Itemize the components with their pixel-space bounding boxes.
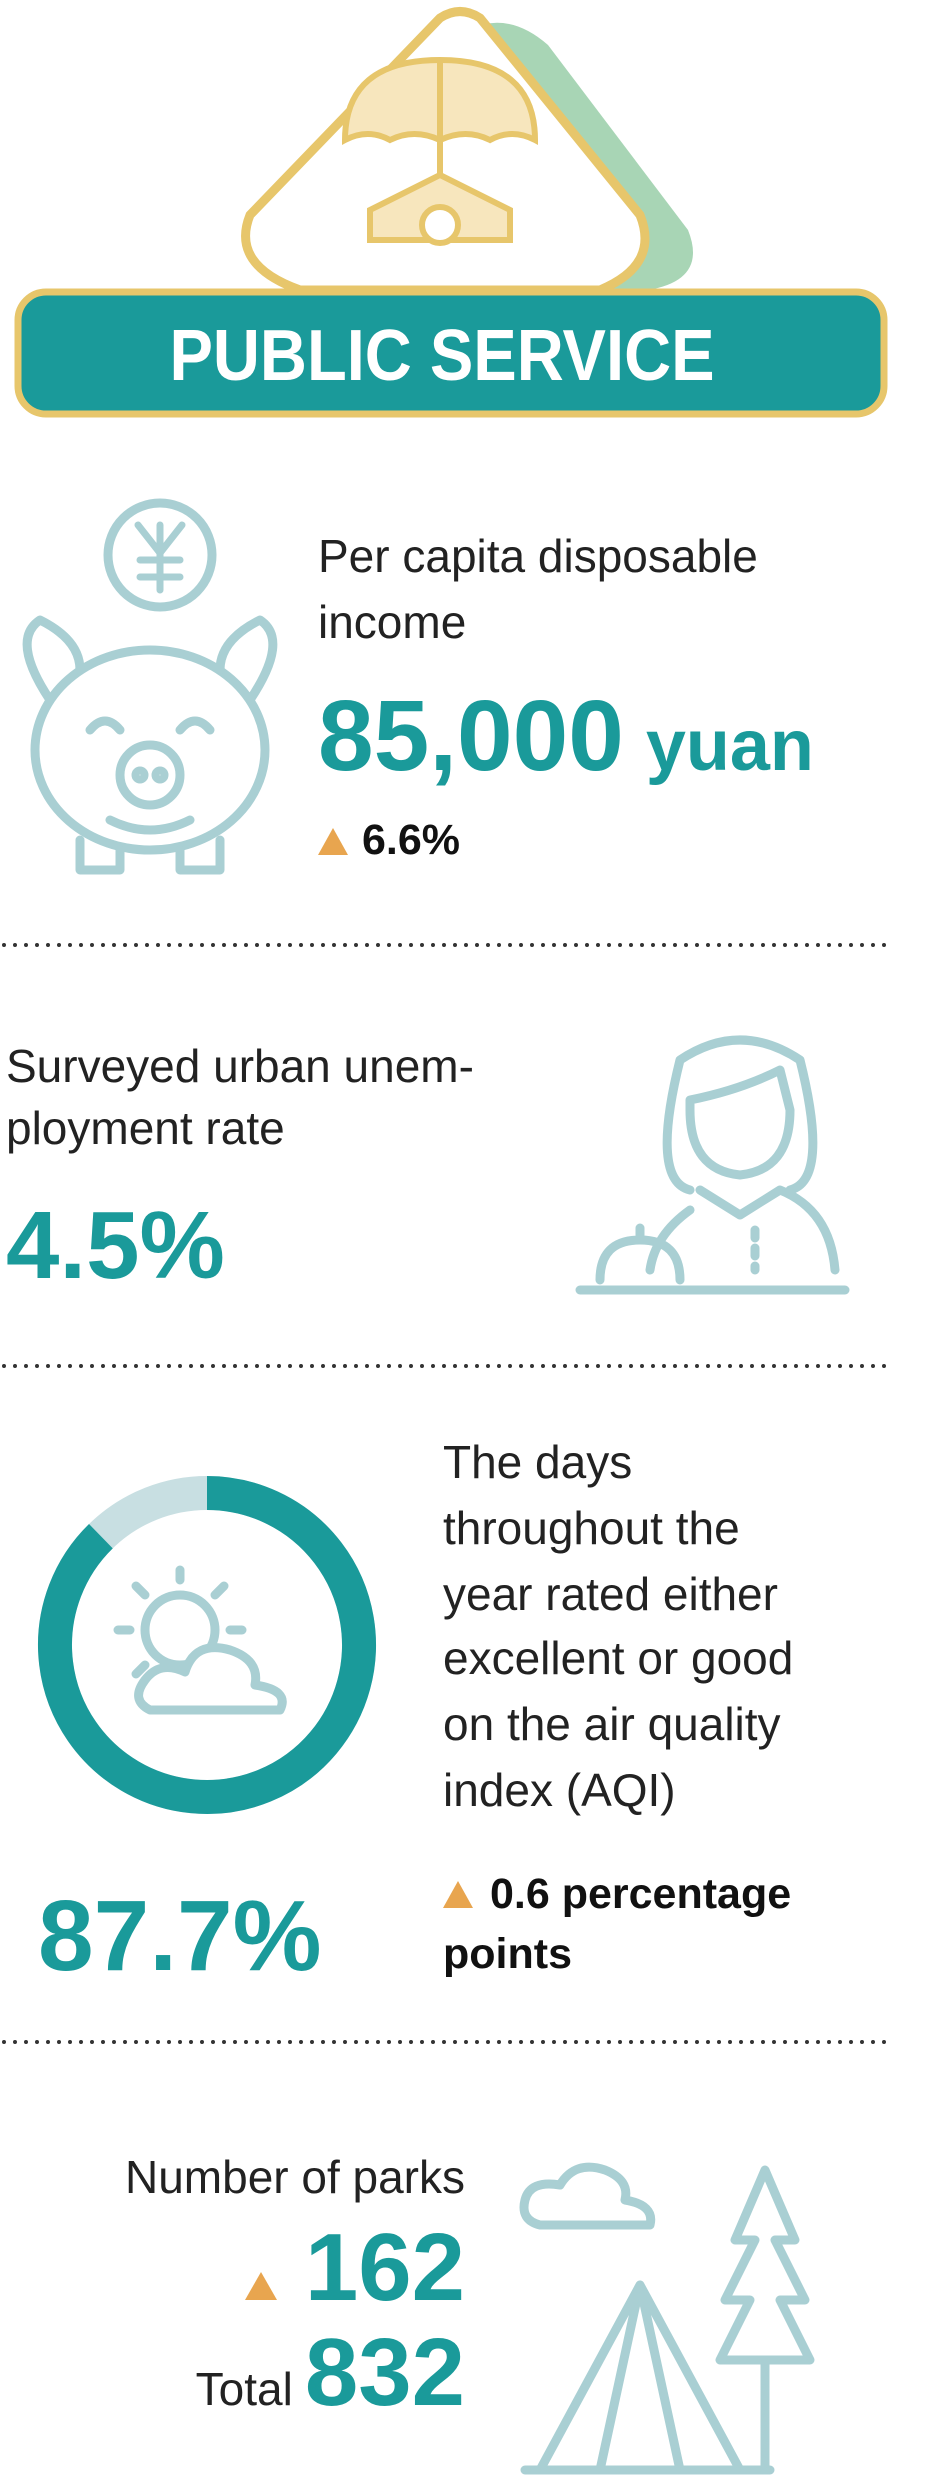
parks-total-label: Total xyxy=(196,2363,293,2415)
title: PUBLIC SERVICE xyxy=(170,316,715,396)
up-arrow xyxy=(443,1881,473,1908)
piggy-bank-icon xyxy=(22,498,278,875)
air-change: points xyxy=(443,1930,572,1978)
weather-icon xyxy=(113,1565,287,1715)
parks-new: 162 xyxy=(305,2214,465,2321)
worker-icon xyxy=(575,1035,850,1295)
unemployment-label: Surveyed urban unem- xyxy=(6,1040,474,1092)
up-arrow xyxy=(318,828,348,855)
park-icon xyxy=(519,2162,815,2475)
air-label: The days xyxy=(443,1436,632,1488)
unemployment-label: ployment rate xyxy=(6,1102,285,1154)
unemployment-value: 4.5% xyxy=(6,1192,225,1299)
income-change: 6.6% xyxy=(362,816,460,864)
parks-label: Number of parks xyxy=(125,2151,465,2203)
parks-total: Total 832 xyxy=(196,2319,465,2426)
income-label: Per capita disposable xyxy=(318,530,758,582)
air-label: excellent or good xyxy=(443,1632,793,1684)
air-label: on the air quality xyxy=(443,1698,781,1750)
air-label: index (AQI) xyxy=(443,1764,676,1816)
income-unit: yuan xyxy=(646,706,814,786)
income-number: 85,000 xyxy=(318,680,624,792)
income-value: 85,000 yuan xyxy=(318,680,814,792)
air-value: 87.7% xyxy=(38,1880,322,1992)
air-label: year rated either xyxy=(443,1568,778,1620)
title-banner xyxy=(14,288,888,418)
income-label: income xyxy=(318,596,466,648)
donut-arc xyxy=(38,1476,376,1814)
header-illustration xyxy=(241,7,693,295)
up-arrow xyxy=(245,2272,277,2300)
air-label: throughout the xyxy=(443,1502,740,1554)
parks-total-number: 832 xyxy=(305,2319,465,2426)
air-change: 0.6 percentage xyxy=(490,1870,791,1918)
